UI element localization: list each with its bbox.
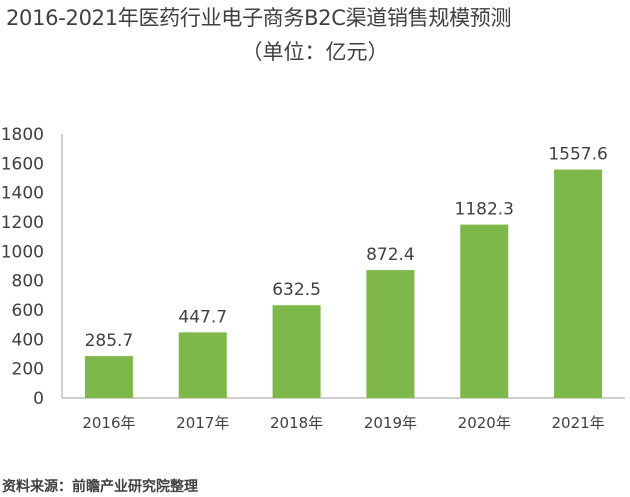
y-tick-label: 1200 [1,213,44,233]
y-tick-label: 800 [12,272,44,292]
y-tick-label: 600 [12,301,44,321]
y-tick-label: 200 [12,360,44,380]
bar-value-label: 285.7 [85,331,134,351]
bar-value-label: 632.5 [272,280,321,300]
x-tick-label: 2019年 [364,414,417,432]
bar [84,356,133,398]
source-note: 资料来源：前瞻产业研究院整理 [2,479,198,495]
bar [554,169,603,398]
chart-subtitle: （单位：亿元） [241,40,389,64]
bar-value-label: 447.7 [178,307,227,327]
bar [366,270,415,398]
y-tick-label: 400 [12,330,44,350]
bar [178,332,227,398]
bar-value-label: 1557.6 [548,145,607,165]
x-tick-label: 2017年 [176,414,229,432]
y-tick-label: 1600 [1,154,44,174]
x-tick-label: 2018年 [270,414,323,432]
bar-value-label: 872.4 [366,245,415,265]
y-tick-label: 0 [33,389,44,409]
bar-value-label: 1182.3 [455,200,514,220]
bar [272,305,321,398]
bar-chart: 0 200 400 600 800 1000 1200 1400 1600 1800 285.7 20… [1,125,625,432]
x-tick-label: 2021年 [551,414,604,432]
y-tick-label: 1000 [1,242,44,262]
y-tick-label: 1400 [1,184,44,204]
x-tick-label: 2016年 [82,414,135,432]
x-tick-label: 2020年 [458,414,511,432]
chart-title: 2016-2021年医药行业电子商务B2C渠道销售规模预测 [6,6,512,30]
y-tick-label: 1800 [1,125,44,145]
bar [460,224,509,398]
